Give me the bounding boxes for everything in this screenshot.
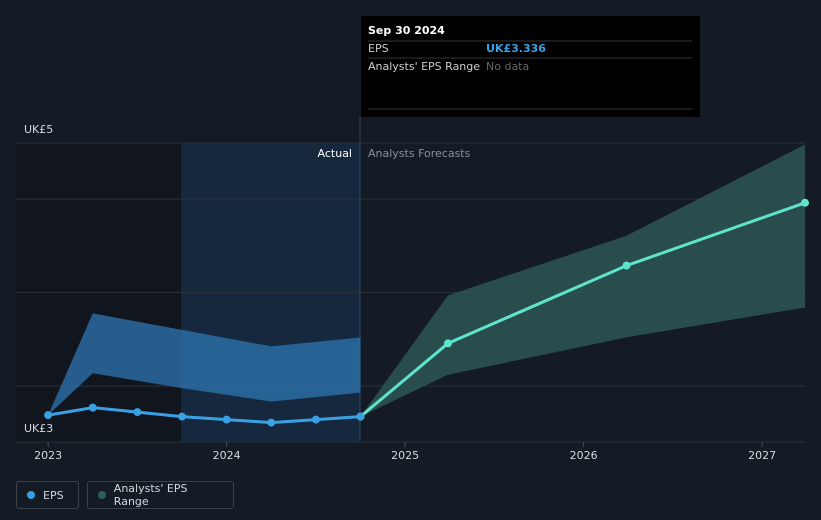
eps-line — [47, 406, 361, 425]
x-tick-label: 2024 — [213, 449, 241, 462]
tooltip-title: Sep 30 2024 — [368, 24, 445, 37]
legend-item[interactable]: EPS — [16, 481, 79, 509]
forecast-label: Analysts Forecasts — [368, 147, 471, 160]
tooltip-box — [361, 16, 700, 117]
range-area — [48, 313, 361, 416]
legend-label: Analysts' EPS Range — [113, 482, 188, 508]
tooltip-value: No data — [486, 60, 529, 73]
tooltip-key: Analysts' EPS Range — [368, 60, 480, 73]
legend-swatch — [98, 491, 106, 499]
tooltip-value: UK£3.336 — [486, 42, 546, 55]
forecast-line — [359, 201, 806, 418]
y-tick-label: UK£3 — [24, 422, 53, 435]
x-tick-label: 2023 — [34, 449, 62, 462]
legend-swatch — [27, 491, 35, 499]
x-tick-label: 2027 — [748, 449, 776, 462]
point — [222, 415, 231, 424]
legend-label: EPS — [43, 488, 64, 502]
forecast-range-area — [360, 144, 805, 417]
point — [622, 261, 631, 270]
point — [311, 415, 320, 424]
point — [267, 418, 276, 427]
x-tick-label: 2025 — [391, 449, 419, 462]
point — [356, 412, 365, 421]
y-tick-label: UK£5 — [24, 123, 53, 136]
point — [801, 198, 809, 207]
point — [133, 408, 142, 417]
point — [88, 403, 97, 412]
x-tick-label: 2026 — [570, 449, 598, 462]
point — [44, 411, 53, 420]
tooltip-key: EPS — [368, 42, 389, 55]
tooltip: Sep 30 2024 EPS UK£3.336 Analysts' EPS R… — [361, 16, 700, 117]
point — [443, 339, 452, 348]
point — [178, 412, 187, 421]
actual-label: Actual — [318, 147, 352, 160]
legend-item[interactable]: Analysts' EPS Range — [87, 481, 234, 509]
